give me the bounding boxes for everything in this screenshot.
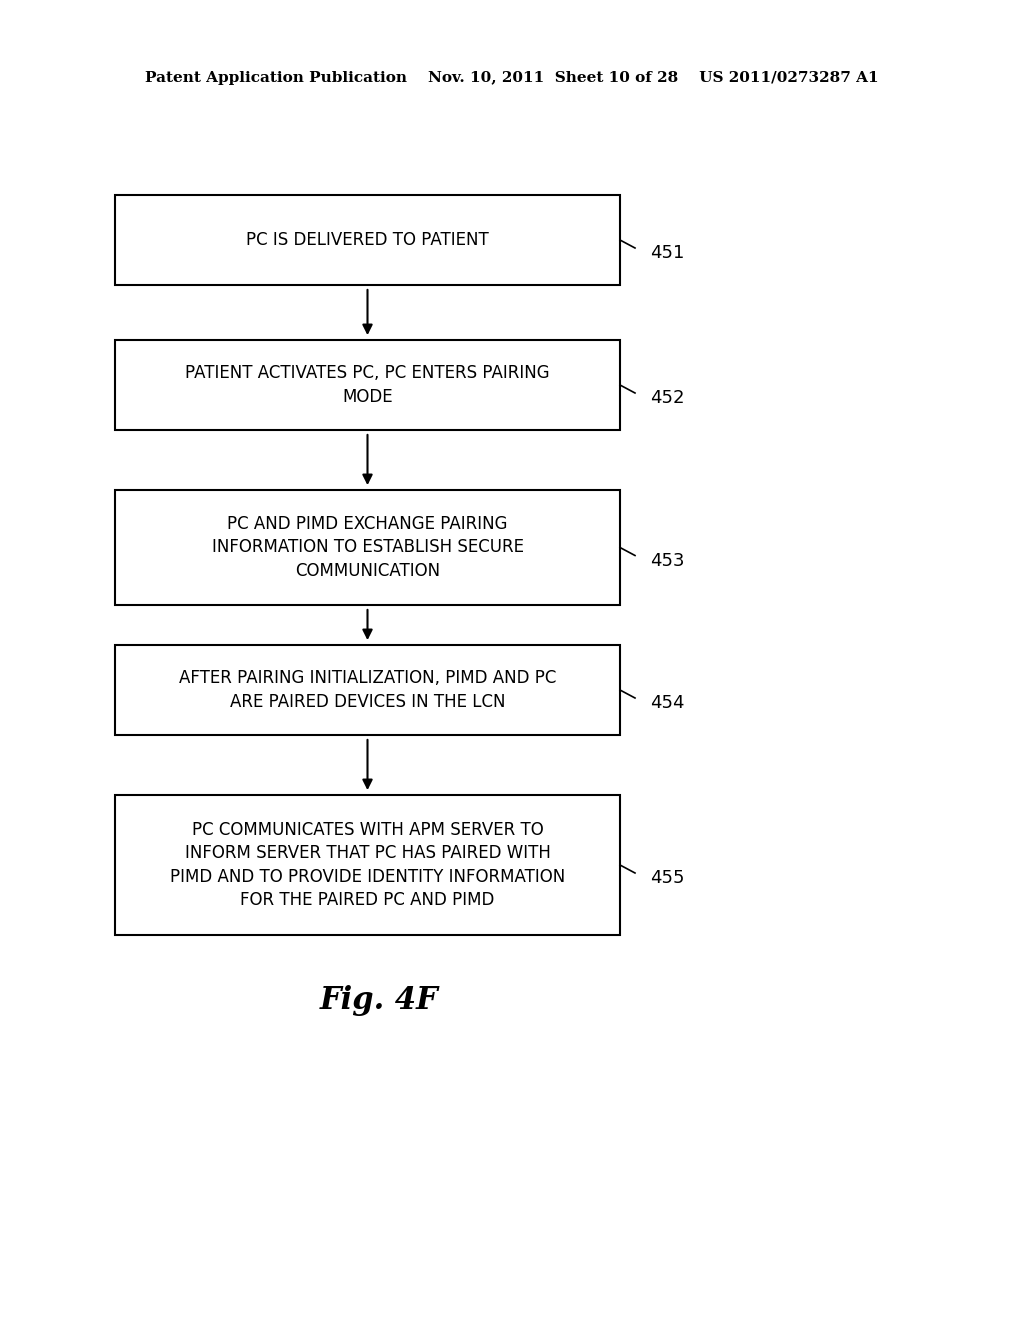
Text: 453: 453: [650, 552, 684, 569]
Text: Patent Application Publication    Nov. 10, 2011  Sheet 10 of 28    US 2011/02732: Patent Application Publication Nov. 10, …: [145, 71, 879, 84]
Bar: [115, 645, 620, 735]
Bar: [115, 195, 620, 285]
Text: 452: 452: [650, 389, 684, 407]
Text: AFTER PAIRING INITIALIZATION, PIMD AND PC
ARE PAIRED DEVICES IN THE LCN: AFTER PAIRING INITIALIZATION, PIMD AND P…: [179, 669, 556, 710]
Text: 454: 454: [650, 694, 684, 711]
Text: PC AND PIMD EXCHANGE PAIRING
INFORMATION TO ESTABLISH SECURE
COMMUNICATION: PC AND PIMD EXCHANGE PAIRING INFORMATION…: [212, 515, 523, 579]
Text: PC IS DELIVERED TO PATIENT: PC IS DELIVERED TO PATIENT: [246, 231, 488, 249]
Text: PC COMMUNICATES WITH APM SERVER TO
INFORM SERVER THAT PC HAS PAIRED WITH
PIMD AN: PC COMMUNICATES WITH APM SERVER TO INFOR…: [170, 821, 565, 909]
Text: 455: 455: [650, 869, 684, 887]
Bar: [115, 341, 620, 430]
Text: Fig. 4F: Fig. 4F: [319, 985, 438, 1015]
Bar: [115, 490, 620, 605]
Text: PATIENT ACTIVATES PC, PC ENTERS PAIRING
MODE: PATIENT ACTIVATES PC, PC ENTERS PAIRING …: [185, 364, 550, 405]
Bar: [115, 795, 620, 935]
Text: 451: 451: [650, 244, 684, 261]
